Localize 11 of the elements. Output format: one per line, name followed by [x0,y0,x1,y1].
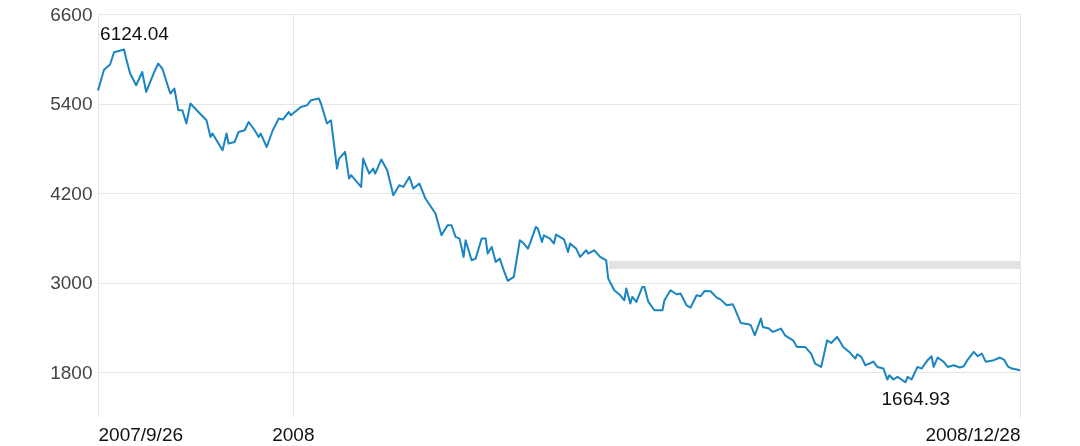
annotation: 6124.04 [100,22,170,44]
y-tick-label: 3000 [50,272,93,294]
annotation: 1664.93 [881,388,951,410]
line-series [97,48,1021,384]
x-tick-label: 2008 [272,423,315,445]
y-tick-label: 4200 [50,182,93,204]
x-tick-label: 2008/12/28 [925,423,1021,445]
x-tick-label: 2007/9/26 [98,423,184,445]
y-tick-label: 6600 [50,3,93,25]
y-tick-label: 5400 [50,93,93,115]
y-tick-label: 1800 [50,361,93,383]
